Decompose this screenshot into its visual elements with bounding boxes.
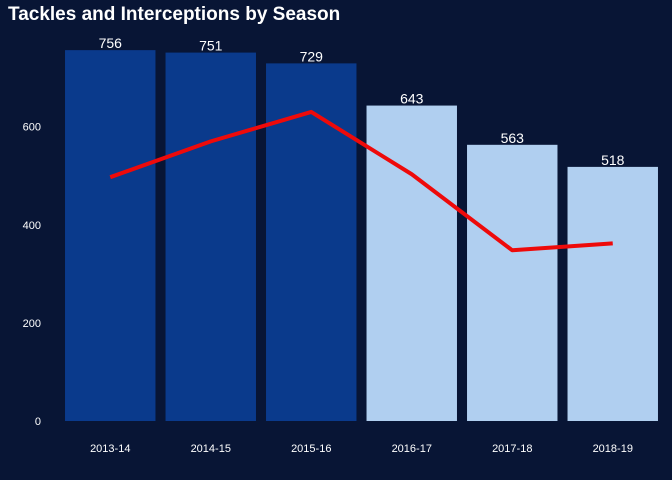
bar-2014-15 [165, 52, 256, 422]
x-tick-label-2016-17: 2016-17 [392, 443, 432, 455]
bar-2016-17 [366, 105, 457, 421]
x-tick-label-2014-15: 2014-15 [191, 443, 231, 455]
y-tick-label-600: 600 [23, 122, 41, 134]
bar-2015-16 [266, 63, 357, 422]
y-tick-label-200: 200 [23, 318, 41, 330]
labels-layer: 756 751 729 643 563 518 [99, 35, 625, 168]
bar-label-2013-14: 756 [99, 35, 123, 51]
bar-2013-14 [65, 50, 156, 421]
bar-2018-19 [567, 166, 658, 421]
x-axis: 2013-14 2014-15 2015-16 2016-17 2017-18 2018-… [90, 443, 633, 455]
bar-label-2015-16: 729 [300, 48, 324, 64]
y-axis: 0 200 400 600 [23, 122, 41, 428]
chart-title: Tackles and Interceptions by Season [8, 4, 341, 25]
x-tick-label-2013-14: 2013-14 [90, 443, 130, 455]
bar-label-2016-17: 643 [400, 91, 424, 107]
x-tick-label-2018-19: 2018-19 [593, 443, 633, 455]
bar-label-2017-18: 563 [501, 130, 525, 146]
x-tick-label-2015-16: 2015-16 [291, 443, 331, 455]
bars-layer [65, 50, 658, 422]
line-series [109, 109, 613, 253]
bar-label-2018-19: 518 [601, 152, 625, 168]
bar-2017-18 [467, 144, 558, 421]
y-tick-label-0: 0 [35, 416, 41, 428]
bar-label-2014-15: 751 [199, 38, 223, 54]
y-tick-label-400: 400 [23, 220, 41, 232]
line-layer [109, 109, 613, 253]
x-tick-label-2017-18: 2017-18 [492, 443, 532, 455]
